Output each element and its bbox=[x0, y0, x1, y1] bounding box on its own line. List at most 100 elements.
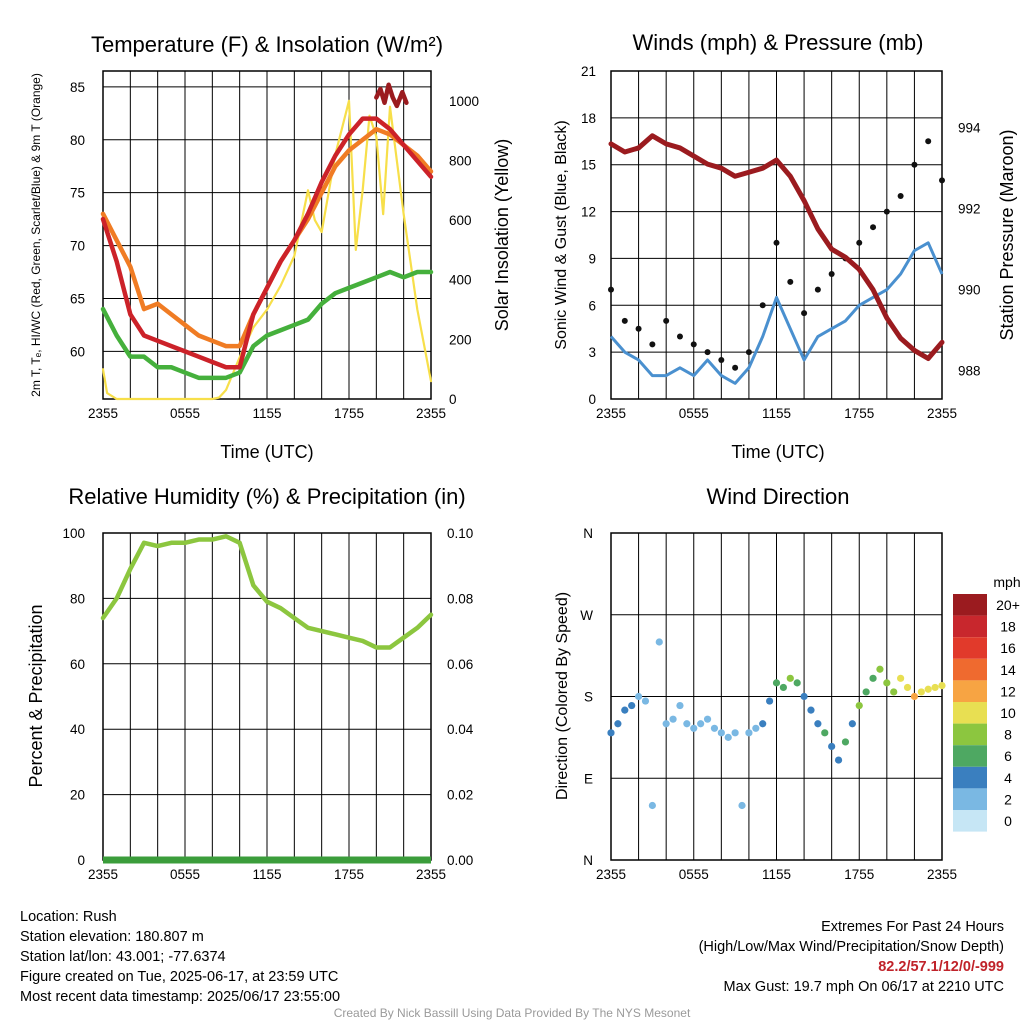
direction-point bbox=[786, 674, 794, 682]
y-axis-label: Sonic Wind & Gust (Blue, Black) bbox=[553, 120, 570, 349]
x-tick-label: 2355 bbox=[927, 406, 957, 421]
max-gust-text: Max Gust: 19.7 mph On 06/17 at 2210 UTC bbox=[723, 979, 1004, 995]
gust-point bbox=[745, 349, 752, 356]
extremes-values: 82.2/57.1/12/0/-999 bbox=[878, 959, 1004, 975]
gust-point bbox=[732, 364, 739, 371]
gust-point bbox=[883, 208, 890, 215]
y-right-axis-label: Solar Insolation (Yellow) bbox=[492, 139, 512, 331]
legend-label: 4 bbox=[1004, 770, 1012, 786]
x-tick-label: 1155 bbox=[762, 867, 791, 882]
direction-point bbox=[607, 729, 615, 737]
direction-point bbox=[793, 679, 801, 687]
chart-title-humidity: Relative Humidity (%) & Precipitation (i… bbox=[68, 484, 465, 509]
direction-point bbox=[814, 720, 822, 728]
legend-swatch bbox=[953, 637, 987, 659]
direction-point bbox=[862, 688, 870, 696]
y-right-tick-label: 0 bbox=[449, 392, 457, 407]
gust-point bbox=[759, 302, 766, 309]
direction-point bbox=[655, 638, 663, 646]
direction-point bbox=[669, 715, 677, 723]
direction-point bbox=[634, 692, 643, 701]
gust-point bbox=[814, 286, 821, 293]
y-tick-label: 65 bbox=[70, 291, 85, 306]
legend-label: 10 bbox=[1000, 705, 1016, 721]
gust-point bbox=[676, 333, 683, 340]
direction-point bbox=[855, 701, 863, 710]
gust-point bbox=[897, 192, 904, 199]
latlon-text: Station lat/lon: 43.001; -77.6374 bbox=[20, 949, 226, 965]
gust-point bbox=[939, 177, 945, 184]
direction-point bbox=[821, 729, 829, 737]
direction-point bbox=[752, 724, 760, 732]
y-right-tick-label: 200 bbox=[449, 332, 472, 347]
direction-point bbox=[683, 720, 691, 728]
pressure-line bbox=[608, 133, 945, 362]
y-tick-label: 40 bbox=[70, 722, 85, 737]
legend-label: 14 bbox=[1000, 662, 1016, 678]
legend-swatch bbox=[953, 658, 987, 681]
y-axis-label: Percent & Precipitation bbox=[26, 604, 46, 787]
extremes-subtitle: (High/Low/Max Wind/Precipitation/Snow De… bbox=[698, 939, 1004, 955]
y-right-tick-label: 400 bbox=[449, 273, 472, 288]
y-tick-label: 6 bbox=[588, 298, 596, 313]
legend-swatch bbox=[953, 702, 987, 724]
direction-point bbox=[910, 692, 919, 701]
plot-frame bbox=[102, 70, 432, 400]
y-tick-label: 80 bbox=[70, 591, 85, 606]
y-right-tick-label: 0.10 bbox=[447, 526, 473, 541]
y-right-tick-label: 988 bbox=[958, 364, 981, 379]
legend-swatch bbox=[953, 788, 987, 810]
direction-point bbox=[890, 688, 898, 696]
gust-point bbox=[870, 224, 877, 231]
y-right-tick-label: 800 bbox=[449, 153, 472, 168]
gust-point bbox=[911, 161, 918, 168]
direction-point bbox=[731, 729, 739, 737]
plot-area-1 bbox=[100, 70, 434, 401]
x-tick-label: 1755 bbox=[334, 867, 364, 882]
x-tick-label: 0555 bbox=[170, 867, 200, 882]
legend-label: 6 bbox=[1004, 748, 1012, 764]
chart-title-temperature: Temperature (F) & Insolation (W/m²) bbox=[91, 32, 443, 57]
x-tick-label: 1155 bbox=[252, 867, 281, 882]
legend-label: 18 bbox=[1000, 619, 1016, 635]
direction-point bbox=[690, 724, 698, 732]
gust-point bbox=[649, 341, 656, 348]
legend-swatch bbox=[953, 615, 987, 638]
direction-point bbox=[828, 742, 836, 751]
direction-point bbox=[614, 720, 622, 728]
direction-point bbox=[924, 685, 932, 693]
y-right-tick-label: 1000 bbox=[449, 94, 479, 109]
y-tick-label: W bbox=[580, 608, 593, 623]
direction-point bbox=[938, 682, 946, 690]
direction-point bbox=[869, 674, 877, 682]
x-tick-label: 2355 bbox=[416, 867, 446, 882]
direction-point bbox=[710, 724, 719, 732]
y-right-tick-label: 0.04 bbox=[447, 722, 474, 737]
y-tick-label: S bbox=[584, 690, 593, 705]
y-tick-label: 20 bbox=[70, 788, 85, 803]
extremes-panel: Extremes For Past 24 Hours (High/Low/Max… bbox=[699, 917, 1004, 997]
gust-point bbox=[621, 317, 628, 324]
direction-point bbox=[724, 733, 732, 741]
direction-point bbox=[738, 801, 746, 810]
chart-title-winds: Winds (mph) & Pressure (mb) bbox=[633, 30, 924, 55]
y-right-tick-label: 0.02 bbox=[447, 788, 473, 803]
direction-point bbox=[662, 720, 670, 728]
y-tick-label: 21 bbox=[581, 64, 596, 79]
direction-point bbox=[641, 697, 650, 705]
y-right-axis-label: Station Pressure (Maroon) bbox=[997, 129, 1017, 340]
legend-swatch bbox=[953, 745, 987, 767]
legend-label: 16 bbox=[1000, 640, 1016, 656]
direction-point bbox=[834, 756, 843, 764]
y-tick-label: N bbox=[583, 853, 593, 868]
y-tick-label: 80 bbox=[70, 133, 85, 148]
location-text: Location: Rush bbox=[20, 909, 117, 925]
plot-area-4 bbox=[607, 532, 946, 861]
x-axis-label: Time (UTC) bbox=[731, 442, 824, 462]
y-tick-label: 75 bbox=[70, 186, 85, 201]
direction-point bbox=[848, 720, 856, 728]
y-tick-label: 0 bbox=[588, 392, 596, 407]
legend-label: 0 bbox=[1004, 813, 1012, 829]
x-tick-label: 0555 bbox=[679, 406, 709, 421]
